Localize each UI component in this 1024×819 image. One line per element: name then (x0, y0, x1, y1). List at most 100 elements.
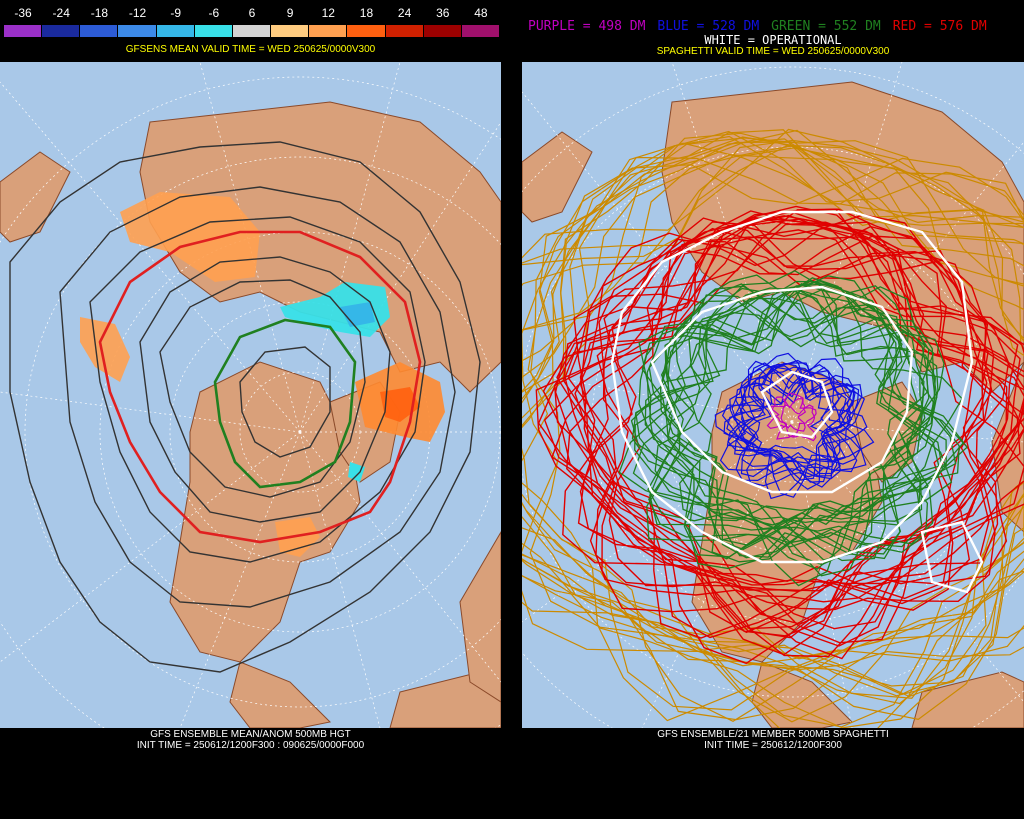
spaghetti-map-svg (522, 62, 1024, 728)
colorbar-swatch (461, 25, 501, 37)
spaghetti-line (596, 235, 993, 593)
spaghetti-line (522, 136, 1024, 721)
spaghetti-line (522, 138, 1024, 728)
colorbar-swatch (4, 25, 43, 37)
colorbar-swatch (118, 25, 157, 37)
spaghetti-line (727, 365, 855, 477)
central-america-land (229, 661, 332, 728)
colorbar-tick-label: 48 (474, 6, 488, 20)
colorbar-tick-label: 36 (436, 6, 450, 20)
spaghetti-contours (522, 128, 1024, 728)
spaghetti-footer-title: GFS ENSEMBLE/21 MEMBER 500MB SPAGHETTI (657, 729, 889, 740)
mean-footer-title: GFS ENSEMBLE MEAN/ANOM 500MB HGT (150, 729, 351, 740)
colorbar-tick-label: -6 (208, 6, 220, 20)
spaghetti-line (735, 373, 847, 478)
operational-legend: WHITE = OPERATIONAL (704, 33, 842, 47)
spaghetti-line (522, 141, 1024, 695)
spaghetti-line (567, 214, 999, 592)
legend-entry: GREEN = 552 DM (771, 19, 881, 34)
positive-anomaly-pacific (80, 317, 130, 382)
south-america-land (389, 671, 501, 728)
colorbar-tick-label: 6 (248, 6, 256, 20)
spaghetti-map (522, 62, 1024, 728)
spaghetti-line (522, 139, 1024, 722)
colorbar-tick-label: 12 (321, 6, 335, 20)
colorbar-swatch (347, 25, 386, 37)
spaghetti-line (654, 297, 935, 555)
spaghetti-line (522, 142, 1024, 667)
colorbar-swatch (80, 25, 119, 37)
colorbar-labels: -36 -24 -18 -12 -9 -6 6 9 12 18 24 36 48 (4, 5, 500, 21)
colorbar-swatch (42, 25, 81, 37)
colorbar-tick-label: -12 (128, 6, 147, 20)
spaghetti-line (741, 358, 862, 467)
strong-negative-anomaly (340, 302, 375, 327)
colorbar-swatch (271, 25, 310, 37)
spaghetti-line (522, 129, 1024, 699)
spaghetti-line (522, 128, 1024, 722)
spaghetti-line (646, 277, 944, 558)
colorbar-swatch (194, 25, 233, 37)
colorbar-tick-label: -24 (52, 6, 70, 20)
colorbar-tick-label: 18 (359, 6, 374, 20)
colorbar-tick-label: 24 (397, 6, 412, 20)
colorbar-tick-label: -18 (90, 6, 109, 20)
spaghetti-valid-time: SPAGHETTI VALID TIME = WED 250625/0000V3… (656, 46, 890, 57)
mean-footer-init: INIT TIME = 250612/1200F300 : 090625/000… (136, 740, 365, 751)
anomaly-colorbar: -36 -24 -18 -12 -9 -6 6 9 12 18 24 36 48 (4, 5, 501, 37)
west-land (522, 131, 593, 223)
spaghetti-line (644, 289, 963, 587)
spaghetti-line (522, 147, 1024, 721)
spaghetti-line (731, 367, 875, 500)
spaghetti-line (543, 208, 1024, 647)
colorbar-swatch (423, 25, 462, 37)
spaghetti-line (631, 270, 945, 561)
colorbar-swatch (309, 25, 348, 37)
colorbar-tick-label: 9 (286, 6, 294, 20)
negative-anomaly-atlantic (348, 462, 365, 482)
spaghetti-line (562, 217, 989, 605)
legend-entry: RED = 576 DM (892, 19, 987, 34)
spaghetti-line (522, 144, 1024, 711)
spaghetti-line (649, 283, 934, 545)
legend-entry: BLUE = 528 DM (657, 19, 760, 34)
ensemble-mean-panel: -36 -24 -18 -12 -9 -6 6 9 12 18 24 36 48 GFSENS MEAN… (0, 0, 501, 819)
spaghetti-line (634, 286, 936, 577)
colorbar-swatch (385, 25, 424, 37)
spaghetti-line (618, 274, 926, 562)
land-masses (0, 101, 501, 728)
spaghetti-line (766, 396, 807, 432)
spaghetti-line (675, 307, 921, 522)
spaghetti-panel: PURPLE = 498 DM BLUE = 528 DM GREEN = 552 … (522, 0, 1024, 819)
spaghetti-line (522, 137, 1024, 728)
legend-entry: PURPLE = 498 DM (528, 19, 646, 34)
spaghetti-line (734, 360, 843, 462)
spaghetti-line (776, 404, 817, 442)
colorbar-tick-label: -9 (170, 6, 182, 20)
mean-map-svg (0, 62, 501, 728)
spaghetti-line (726, 359, 863, 483)
spaghetti-line (522, 132, 1024, 698)
mean-valid-time: GFSENS MEAN VALID TIME = WED 250625/0000… (125, 44, 376, 55)
colorbar-swatches (4, 25, 501, 37)
height-contours (9, 141, 481, 673)
south-america-land (911, 671, 1024, 728)
spaghetti-line (522, 157, 1024, 671)
colorbar-swatch (156, 25, 195, 37)
strong-anomaly-europe (380, 387, 420, 422)
colorbar-tick-label: -36 (14, 6, 32, 20)
spaghetti-line (535, 215, 1024, 658)
spaghetti-line (553, 236, 1008, 637)
west-land (0, 151, 71, 243)
anomaly-patches (80, 192, 445, 557)
spaghetti-line (769, 392, 817, 438)
africa-land (459, 531, 501, 703)
positive-anomaly-alaska (120, 192, 260, 282)
spaghetti-line (579, 221, 995, 611)
spaghetti-line (635, 281, 939, 566)
spaghetti-line (527, 156, 1024, 660)
spaghetti-line (723, 362, 866, 490)
spaghetti-line (522, 135, 1024, 687)
spaghetti-line (632, 287, 938, 560)
spaghetti-legend: PURPLE = 498 DM BLUE = 528 DM GREEN = 552 … (528, 20, 1018, 34)
